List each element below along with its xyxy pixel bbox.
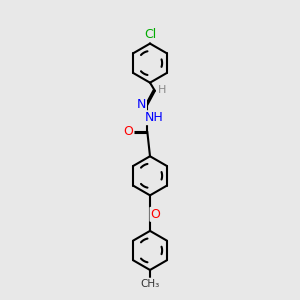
Text: NH: NH — [145, 111, 164, 124]
Text: H: H — [158, 85, 167, 95]
Text: Cl: Cl — [144, 28, 156, 41]
Text: CH₃: CH₃ — [140, 279, 160, 289]
Text: O: O — [124, 125, 134, 138]
Text: O: O — [151, 208, 160, 221]
Text: N: N — [136, 98, 146, 111]
